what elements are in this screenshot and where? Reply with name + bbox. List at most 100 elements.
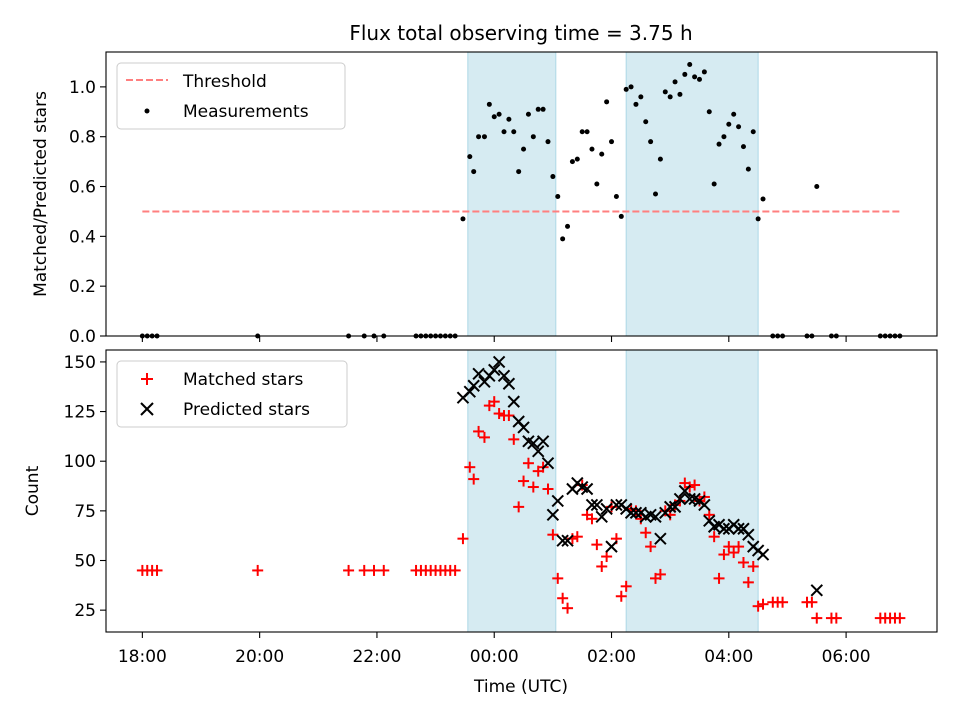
predicted-star-point — [488, 363, 501, 377]
matched-star-point — [733, 541, 745, 553]
predicted-star-point — [654, 532, 667, 545]
measurement-point — [530, 134, 536, 140]
measurement-point — [623, 86, 629, 92]
count-panel: 25 50 75 100 125 150 18:00 20:00 22:00 00:00 02:0… — [23, 349, 938, 697]
measurement-point — [736, 124, 742, 130]
ratio-y-axis-ticks: 0.0 0.2 0.4 0.6 0.8 1.0 — [69, 78, 106, 347]
predicted-star-point — [561, 534, 574, 547]
matched-star-point — [468, 473, 480, 485]
predicted-star-point — [810, 584, 823, 597]
measurement-point — [476, 134, 482, 140]
observing-window-band — [467, 349, 557, 633]
matched-star-point — [811, 612, 823, 624]
predicted-stars-points — [456, 355, 823, 597]
measurement-point — [687, 61, 693, 67]
measurement-point — [540, 106, 546, 112]
measurement-point — [706, 109, 712, 115]
predicted-star-point — [610, 498, 623, 512]
matched-star-point — [654, 568, 666, 580]
measurement-point — [740, 144, 746, 150]
matched-star-point — [830, 612, 842, 624]
count-legend-box — [116, 360, 348, 428]
predicted-star-point — [492, 355, 506, 369]
predicted-star-point — [541, 456, 555, 470]
predicted-star-point — [532, 445, 545, 458]
measurement-point — [745, 166, 751, 172]
predicted-star-point — [467, 379, 480, 392]
measurement-point — [726, 121, 732, 127]
matched-star-point — [513, 501, 525, 513]
predicted-star-point — [551, 494, 564, 508]
predicted-star-point — [624, 506, 638, 520]
matched-star-point — [586, 513, 598, 525]
legend-measurements-swatch — [144, 108, 150, 114]
matched-star-point — [518, 475, 530, 487]
predicted-star-point — [517, 421, 530, 434]
matched-star-point — [806, 596, 818, 608]
matched-star-point — [718, 549, 730, 561]
predicted-star-point — [463, 385, 477, 398]
matched-star-point — [752, 600, 764, 612]
measurement-point — [569, 159, 575, 165]
y-tick-label: 1.0 — [69, 78, 96, 98]
matched-star-point — [343, 564, 355, 576]
measurement-point — [481, 134, 487, 140]
matched-star-point — [708, 531, 720, 543]
count-y-axis-label: Count — [23, 465, 43, 516]
y-tick-label: 150 — [64, 353, 96, 373]
measurement-point — [579, 129, 585, 135]
predicted-star-point — [629, 506, 643, 520]
measurement-point — [525, 111, 531, 117]
y-tick-label: 25 — [74, 601, 96, 621]
matched-star-point — [596, 560, 608, 572]
measurement-point — [550, 174, 556, 180]
x-tick-label: 20:00 — [235, 647, 284, 667]
measurement-point — [599, 151, 605, 157]
predicted-star-point — [580, 482, 594, 496]
measurement-point — [643, 119, 649, 125]
predicted-star-point — [683, 492, 696, 506]
predicted-star-point — [673, 492, 687, 506]
matched-star-point — [557, 592, 569, 604]
matched-star-point — [562, 602, 574, 614]
matched-star-point — [713, 572, 725, 584]
matched-star-point — [689, 479, 701, 491]
matched-star-point — [473, 425, 485, 437]
predicted-star-point — [605, 540, 618, 553]
matched-star-point — [747, 560, 759, 572]
measurement-point — [672, 79, 678, 85]
measurement-point — [750, 129, 756, 135]
ratio-panel-frame — [105, 51, 938, 337]
matched-star-point — [742, 576, 754, 588]
observing-window-band — [625, 349, 759, 633]
measurement-point — [511, 129, 517, 135]
measurement-point — [516, 169, 522, 175]
ratio-legend: Threshold Measurements — [116, 62, 346, 130]
x-tick-label: 06:00 — [822, 647, 871, 667]
x-tick-label: 04:00 — [704, 647, 753, 667]
matched-star-point — [542, 483, 554, 495]
measurement-point — [565, 223, 571, 229]
measurement-point — [491, 114, 497, 120]
matched-star-point — [757, 598, 769, 610]
legend-predicted-label: Predicted stars — [183, 400, 310, 420]
measurement-point — [467, 154, 473, 160]
measurement-point — [471, 169, 477, 175]
count-x-axis-ticks: 18:00 20:00 22:00 00:00 02:00 04:00 06:00 — [118, 632, 871, 667]
measurement-point — [521, 146, 527, 152]
predicted-star-point — [536, 435, 550, 448]
measurement-point — [814, 184, 820, 190]
measurement-point — [667, 94, 673, 100]
measurement-point — [662, 89, 668, 95]
y-tick-label: 75 — [74, 502, 96, 522]
ratio-y-axis-label: Matched/Predicted stars — [31, 91, 51, 297]
y-tick-label: 0.8 — [69, 128, 96, 148]
matched-star-point — [591, 539, 603, 551]
measurement-point — [604, 99, 610, 105]
measurement-point — [535, 106, 541, 112]
predicted-star-point — [717, 522, 731, 535]
matched-star-point — [527, 481, 539, 493]
measurement-point — [609, 139, 615, 145]
measurement-point — [589, 146, 595, 152]
